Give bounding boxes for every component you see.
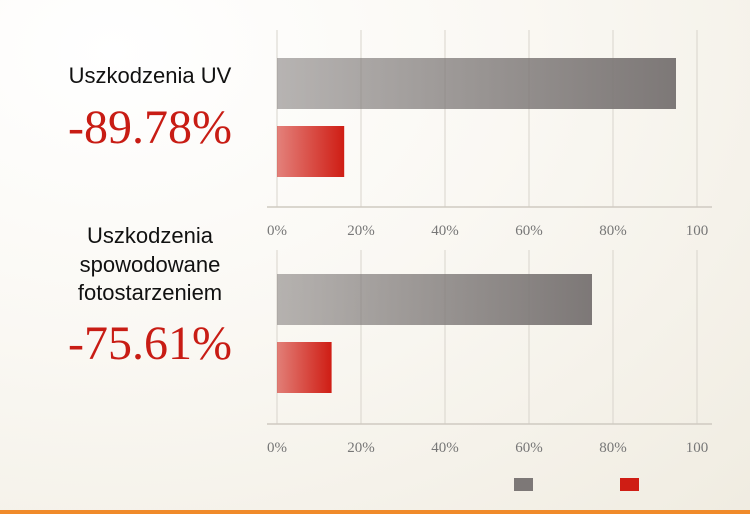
bar [277,126,345,177]
x-tick-label: 60% [515,440,543,456]
chart-title: Uszkodzenia UV [68,63,232,88]
annotation: -75.61% [68,317,232,370]
x-tick-label: 0% [267,440,287,456]
bar [277,58,676,109]
x-tick-label: 0% [267,223,287,239]
x-tick-label: 100 [686,223,709,239]
x-tick-label: 40% [431,223,459,239]
x-tick-label: 80% [599,223,627,239]
x-tick-label: 100 [686,440,709,456]
x-tick-label: 20% [347,223,375,239]
bar [277,342,332,393]
x-tick-label: 40% [431,440,459,456]
annotation: -89.78% [68,101,232,154]
legend-swatch [514,478,533,491]
chart-title: Uszkodzenia spowodowane fotostarzeniem [77,223,223,306]
x-tick-label: 60% [515,223,543,239]
x-tick-label: 20% [347,440,375,456]
legend-swatch [620,478,639,491]
bottom-rule [0,510,750,514]
x-tick-label: 80% [599,440,627,456]
bar [277,274,592,325]
